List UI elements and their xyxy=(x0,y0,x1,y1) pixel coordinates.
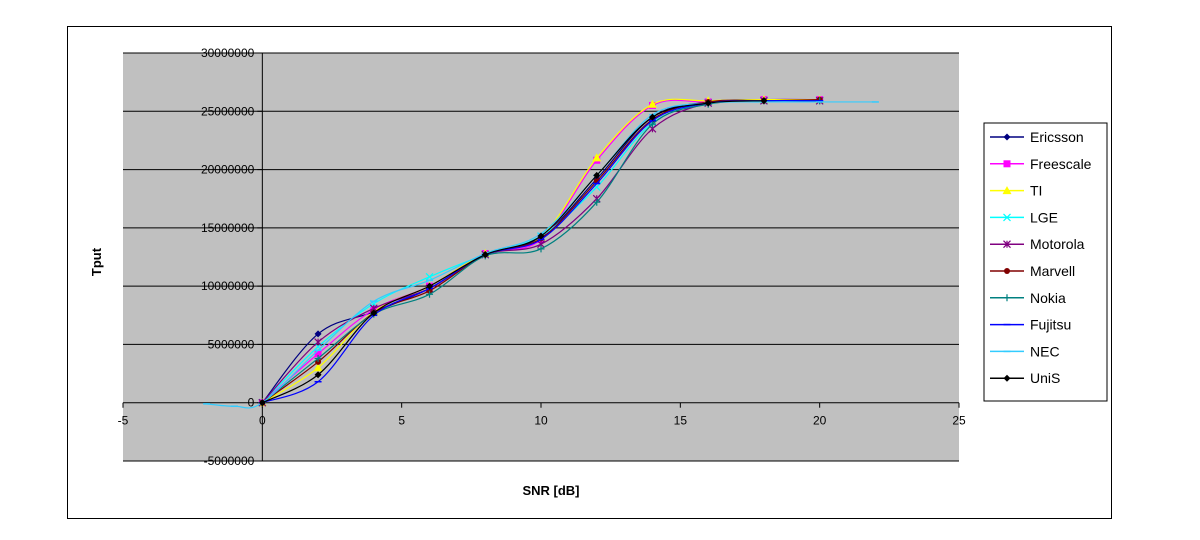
y-axis-label: Tput xyxy=(89,247,104,276)
y-tick-label: 10000000 xyxy=(201,279,255,293)
legend-item: LGE xyxy=(990,209,1058,225)
legend-swatch-marker xyxy=(1003,294,1011,302)
data-point xyxy=(647,99,657,108)
legend-label: Freescale xyxy=(1030,156,1092,172)
data-point xyxy=(314,354,322,362)
series-line xyxy=(206,101,876,409)
data-point xyxy=(648,120,656,128)
chart-frame: -5000000 0 5000000 10000000 15000000 20000000… xyxy=(67,26,1112,519)
x-tick-label: 0 xyxy=(259,414,266,428)
series-unis xyxy=(258,97,768,407)
series-nec xyxy=(203,101,879,409)
x-tick-label: 25 xyxy=(952,414,966,428)
legend-item: Motorola xyxy=(990,236,1085,252)
legend-label: Fujitsu xyxy=(1030,317,1071,333)
x-tick-label: 10 xyxy=(534,414,548,428)
legend-item: Marvell xyxy=(990,263,1075,279)
data-point xyxy=(314,338,322,347)
data-point xyxy=(648,113,656,121)
legend-label: Nokia xyxy=(1030,290,1066,306)
data-point xyxy=(481,251,489,259)
legend-label: NEC xyxy=(1030,343,1060,359)
legend-swatch-marker xyxy=(1002,186,1012,195)
legend-item: Ericsson xyxy=(990,129,1084,145)
legend-swatch-marker xyxy=(1003,133,1011,141)
x-axis-label: SNR [dB] xyxy=(522,483,579,498)
data-point xyxy=(314,330,322,338)
legend-swatch-marker xyxy=(1003,160,1011,168)
y-tick-label: 30000000 xyxy=(201,46,255,60)
y-tick-label: 15000000 xyxy=(201,221,255,235)
legend-item: Fujitsu xyxy=(990,317,1071,333)
series-group xyxy=(203,95,879,409)
series-line xyxy=(262,100,764,404)
legend-label: TI xyxy=(1030,183,1042,199)
y-tick-label: -5000000 xyxy=(204,454,255,468)
legend-swatch-marker xyxy=(1003,374,1011,382)
data-point xyxy=(426,290,434,298)
legend-label: UniS xyxy=(1030,370,1060,386)
legend-label: Ericsson xyxy=(1030,129,1084,145)
chart-svg: -5000000 0 5000000 10000000 15000000 20000000… xyxy=(89,46,1108,498)
legend-swatch-marker xyxy=(1004,268,1010,274)
data-point xyxy=(426,282,434,290)
data-point xyxy=(593,171,601,179)
x-tick-label: 5 xyxy=(398,414,405,428)
data-point xyxy=(313,363,323,372)
x-tick-label: 15 xyxy=(674,414,688,428)
data-point xyxy=(537,232,545,240)
legend-label: Motorola xyxy=(1030,236,1085,252)
y-tick-label: 20000000 xyxy=(201,163,255,177)
legend-box xyxy=(983,122,1108,402)
data-point xyxy=(314,371,322,379)
data-point xyxy=(258,399,266,407)
y-tick-label: 25000000 xyxy=(201,104,255,118)
data-point xyxy=(370,309,378,317)
legend-item: Nokia xyxy=(990,290,1066,306)
legend-item: Freescale xyxy=(990,156,1092,172)
data-point xyxy=(592,153,602,162)
legend-item: UniS xyxy=(990,370,1060,386)
x-tick-label: -5 xyxy=(118,414,129,428)
legend: Ericsson Freescale TI LGE Motorola Marvell Nok… xyxy=(983,122,1108,402)
x-tick-label: 20 xyxy=(813,414,827,428)
data-point xyxy=(592,183,601,191)
legend-label: Marvell xyxy=(1030,263,1075,279)
y-tick-label: 5000000 xyxy=(208,337,255,351)
data-point xyxy=(593,198,601,206)
data-point xyxy=(760,97,768,105)
data-point xyxy=(314,350,322,358)
legend-item: TI xyxy=(990,183,1042,199)
legend-label: LGE xyxy=(1030,209,1058,225)
legend-item: NEC xyxy=(990,343,1060,359)
data-point xyxy=(537,245,545,253)
legend-swatch-marker xyxy=(1003,213,1011,222)
legend-swatch-marker xyxy=(1003,240,1011,249)
data-point xyxy=(704,99,712,107)
